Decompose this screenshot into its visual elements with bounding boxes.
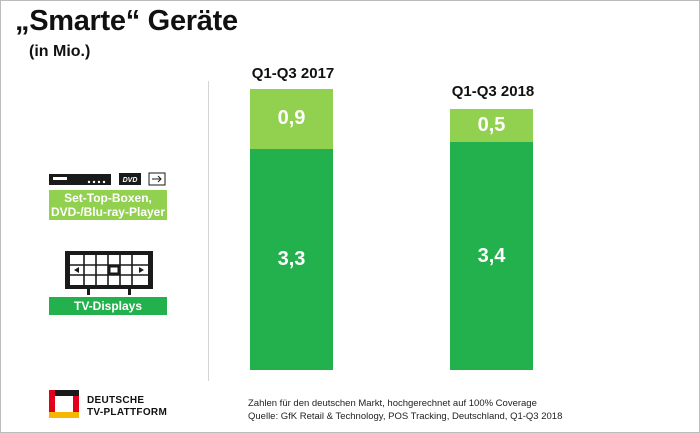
bar-segment-tv-2018: 3,4 xyxy=(450,142,533,370)
data-label-stb-2017: 0,9 xyxy=(277,107,306,130)
page-subtitle: (in Mio.) xyxy=(29,43,91,60)
bar-segment-stb-2018: 0,5 xyxy=(450,108,533,143)
logo-text-line1: DEUTSCHE xyxy=(87,395,145,406)
bar-segment-tv-2017: 3,3 xyxy=(250,148,333,370)
bar-segment-stb-2017: 0,9 xyxy=(250,88,333,149)
deutsche-tv-plattform-logo-icon xyxy=(49,390,79,418)
legend-stb-line1: Set-Top-Boxen, xyxy=(64,191,152,205)
tv-display-icon xyxy=(65,251,153,295)
set-top-box-dvd-icons: DVD xyxy=(49,172,166,186)
page-title: „Smarte“ Geräte xyxy=(15,5,238,37)
category-label-2017: Q1-Q3 2017 xyxy=(251,65,335,82)
dvd-icon: DVD xyxy=(119,173,141,185)
legend-set-top-box-label: Set-Top-Boxen, DVD-/Blu-ray-Player xyxy=(49,190,167,220)
divider-line xyxy=(208,81,209,381)
footnote-coverage: Zahlen für den deutschen Markt, hochgere… xyxy=(248,398,537,409)
legend-tv-displays-label: TV-Displays xyxy=(49,297,167,315)
blu-ray-icon xyxy=(148,172,166,186)
svg-text:DVD: DVD xyxy=(123,177,138,184)
legend-stb-line2: DVD-/Blu-ray-Player xyxy=(50,205,166,219)
category-label-2018: Q1-Q3 2018 xyxy=(451,83,535,100)
data-label-tv-2018: 3,4 xyxy=(477,244,506,267)
data-label-stb-2018: 0,5 xyxy=(477,113,506,136)
logo-text-line2: TV-PLATTFORM xyxy=(87,407,168,418)
footnote-source: Quelle: GfK Retail & Technology, POS Tra… xyxy=(248,411,563,422)
data-label-tv-2017: 3,3 xyxy=(277,247,306,270)
set-top-box-icon xyxy=(49,174,111,185)
